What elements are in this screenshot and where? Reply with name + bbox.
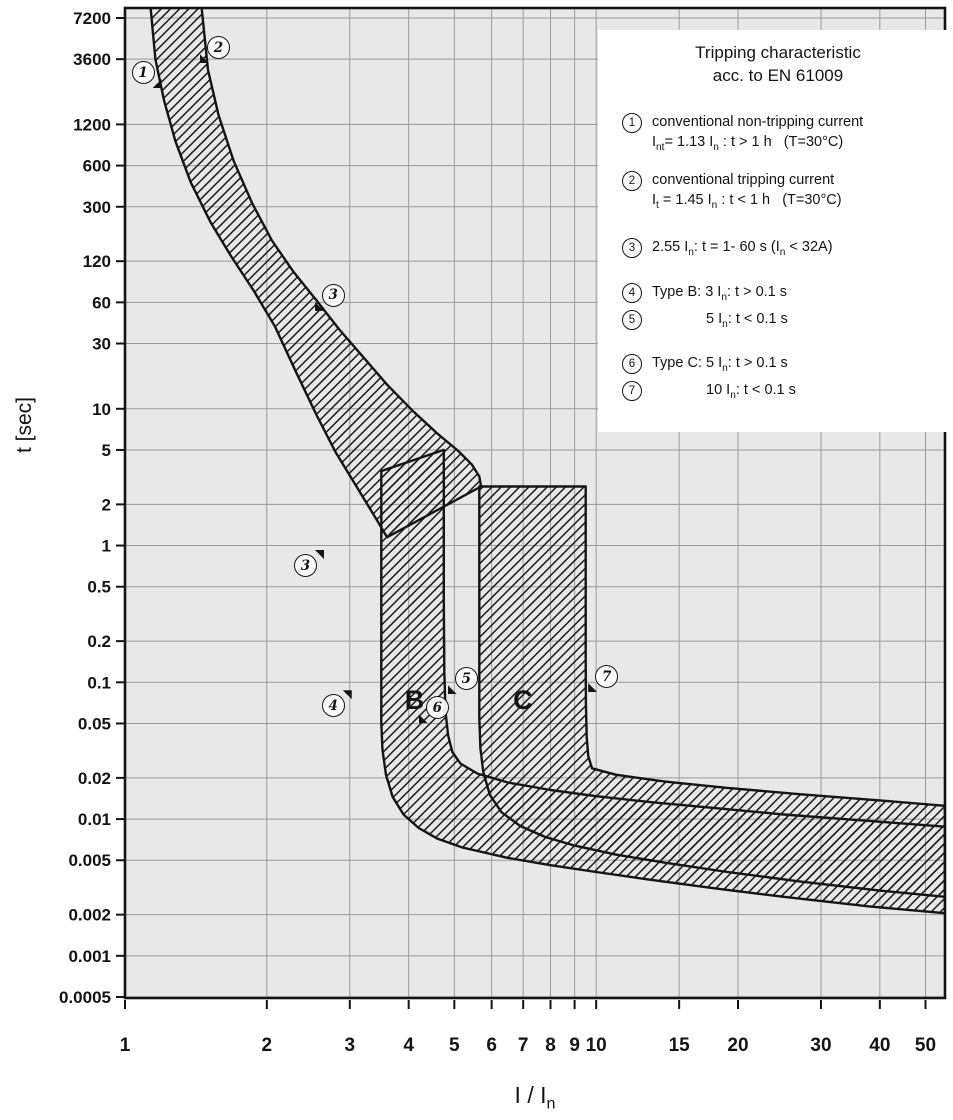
y-tick-label: 1 [102,537,111,556]
marker-1: 1 [131,61,162,88]
band-letter-B: B [404,684,425,715]
x-tick-label: 50 [915,1035,936,1056]
marker-number: 1 [138,64,148,81]
legend-item-4: 4 Type B: 3 In: t > 0.1 s [622,282,934,305]
x-tick-label: 4 [403,1035,414,1056]
marker-arrow-icon [199,54,209,64]
legend-title-line2: acc. to EN 61009 [712,65,844,85]
y-tick-label: 0.002 [68,906,111,925]
legend-item-4-text: Type B: 3 In: t > 0.1 s [652,283,788,303]
legend-box: Tripping characteristic acc. to EN 61009… [598,30,948,432]
x-tick-label: 1 [120,1035,131,1056]
legend-item-3-text: 2.55 In: t = 1- 60 s (In < 32A) [652,238,833,258]
circled-number-4: 4 [622,282,642,303]
y-tick-label: 0.1 [87,673,111,692]
axis-ticks: 7200360012006003001206030105210.50.20.10… [59,9,936,1056]
marker-arrow-icon [447,685,457,695]
marker-number: 3 [328,287,338,304]
marker-arrow-icon [314,301,324,311]
circled-number-7: 7 [622,381,642,402]
y-tick-label: 600 [83,157,111,176]
marker-number: 3 [300,557,311,574]
type-C-magnetic-band [478,485,945,898]
y-tick-label: 0.05 [78,714,111,733]
marker-arrow-icon [342,690,352,700]
legend-item-6: 6 Type C: 5 In: t > 0.1 s [622,353,934,376]
x-tick-label: 5 [449,1035,460,1056]
x-axis-title: I / In [514,1082,556,1113]
legend-item-1: 1 conventional non-tripping current Int=… [622,112,934,155]
y-tick-label: 5 [102,441,111,460]
y-tick-label: 0.5 [87,578,111,597]
marker-3: 3 [293,550,324,578]
y-tick-label: 0.005 [68,851,111,870]
marker-number: 2 [213,39,224,56]
marker-6: 6 [418,696,449,724]
y-tick-label: 0.01 [78,810,111,829]
marker-7: 7 [588,665,619,693]
y-tick-label: 0.2 [87,632,111,651]
y-tick-label: 60 [92,293,111,312]
x-tick-label: 10 [586,1035,607,1056]
x-tick-label: 30 [810,1035,831,1056]
y-tick-label: 2 [102,495,111,514]
marker-number: 6 [432,699,443,716]
legend-item-1-formula: Int= 1.13 In : t > 1 h (T=30°C) [652,133,844,153]
x-tick-label: 9 [569,1035,580,1056]
legend-item-6-text: Type C: 5 In: t > 0.1 s [652,355,788,375]
x-tick-label: 2 [262,1035,273,1056]
legend-item-2-formula: It = 1.45 In : t < 1 h (T=30°C) [652,191,842,211]
marker-arrow-icon [152,79,162,88]
x-tick-label: 3 [345,1035,356,1056]
marker-number: 5 [461,670,472,687]
marker-number: 4 [328,697,338,714]
legend-item-5-text: 5 In: t < 0.1 s [706,310,788,330]
y-tick-label: 10 [92,400,111,419]
y-tick-label: 3600 [73,50,111,69]
marker-arrow-icon [418,714,428,724]
legend-title: Tripping characteristic acc. to EN 61009 [622,42,934,88]
y-tick-label: 7200 [73,9,111,28]
x-tick-label: 15 [669,1035,691,1056]
circled-number-6: 6 [622,354,642,375]
y-axis-title: t [sec] [13,396,36,454]
legend-item-7-text: 10 In: t < 0.1 s [706,382,796,402]
legend-item-7: 7 10 In: t < 0.1 s [622,380,934,403]
y-tick-label: 120 [83,252,111,271]
circled-number-1: 1 [622,112,642,133]
legend-item-5: 5 5 In: t < 0.1 s [622,309,934,332]
x-tick-label: 7 [518,1035,529,1056]
marker-3: 3 [314,283,345,311]
marker-2: 2 [199,36,230,64]
legend-item-2-text: conventional tripping current [652,171,835,188]
x-tick-label: 40 [869,1035,890,1056]
marker-4: 4 [321,690,352,718]
y-tick-label: 300 [83,198,111,217]
circled-number-5: 5 [622,309,642,330]
circled-number-3: 3 [622,237,642,258]
y-tick-label: 0.001 [68,947,111,966]
y-tick-label: 0.0005 [59,988,111,1007]
circled-number-2: 2 [622,170,642,191]
y-tick-label: 0.02 [78,769,111,788]
x-tick-label: 20 [727,1035,748,1056]
marker-arrow-icon [314,550,324,560]
legend-item-1-text: conventional non-tripping current [652,113,864,130]
trip-bands [149,8,945,915]
y-tick-label: 30 [92,335,111,354]
y-tick-label: 1200 [73,115,111,134]
plot-frame [123,6,947,1000]
legend-title-line1: Tripping characteristic [695,43,861,62]
x-tick-label: 6 [486,1035,497,1056]
marker-arrow-icon [588,683,598,693]
marker-5: 5 [447,667,478,695]
marker-number: 7 [601,668,612,685]
x-tick-label: 8 [545,1035,556,1056]
legend-item-3: 3 2.55 In: t = 1- 60 s (In < 32A) [622,237,934,260]
legend-item-2: 2 conventional tripping current It = 1.4… [622,170,934,213]
band-letter-C: C [513,684,533,715]
